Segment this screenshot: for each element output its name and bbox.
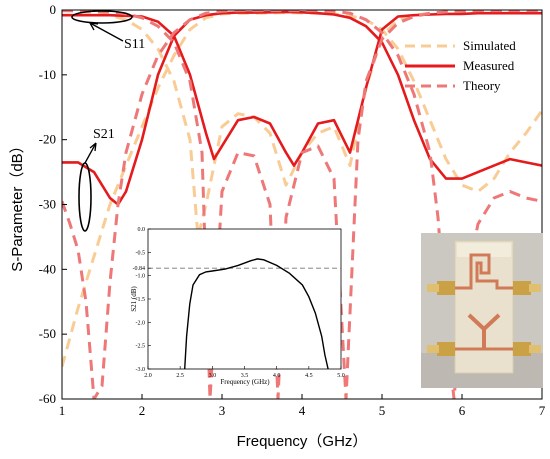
x-tick-label: 2 xyxy=(139,403,146,418)
series-theory-s11-line xyxy=(62,10,542,399)
s21-annotation: S21 xyxy=(78,127,115,232)
x-axis-title: Frequency（GHz） xyxy=(237,433,368,450)
y-tick-label: -10 xyxy=(39,67,56,82)
legend-label-theory: Theory xyxy=(463,78,501,93)
s11-arrowhead xyxy=(89,22,99,31)
s21-ellipse xyxy=(78,162,92,232)
y-tick-label: 0 xyxy=(50,2,57,17)
s11-pointer-line xyxy=(89,22,124,42)
series-measured-s11-line xyxy=(62,11,542,167)
inset-y-tick-label: -0.5 xyxy=(136,250,146,256)
inset-y-title: S21 (dB) xyxy=(130,286,138,312)
legend-label-simulated: Simulated xyxy=(463,38,516,53)
x-tick-label: 6 xyxy=(459,403,466,418)
main-plot-series xyxy=(62,10,542,399)
inset-x-tick-label: 5.0 xyxy=(337,373,345,379)
x-tick-label: 7 xyxy=(539,403,546,418)
x-tick-label: 3 xyxy=(219,403,226,418)
main-axis-ticks: 1 2 3 4 5 6 7 0 -10 -20 -30 -40 -50 -60 xyxy=(39,2,546,418)
inset-y-tick-label: -1.0 xyxy=(136,274,146,280)
s11-ellipse xyxy=(71,10,133,24)
inset-x-tick-label: 4.0 xyxy=(273,373,281,379)
inset-y-tick-label: -2.5 xyxy=(136,344,146,350)
inset-y-tick-label: -0.84 xyxy=(133,266,146,272)
inset-y-tick-label: 0.0 xyxy=(138,227,146,233)
s21-pointer-line xyxy=(84,142,97,164)
y-tick-label: -40 xyxy=(39,261,56,276)
inset-x-tick-label: 2.5 xyxy=(176,373,184,379)
inset-x-title: Frequency (GHz) xyxy=(220,378,270,386)
y-tick-label: -30 xyxy=(39,197,56,212)
x-tick-label: 4 xyxy=(299,403,306,418)
s11-annotation: S11 xyxy=(71,10,145,52)
filter-board-image xyxy=(421,233,543,388)
inset-series xyxy=(148,258,341,369)
s11-label: S11 xyxy=(124,37,145,52)
inset-x-tick-label: 3.5 xyxy=(241,373,249,379)
s21-label: S21 xyxy=(93,127,115,142)
inset-y-tick-label: -3.0 xyxy=(136,367,146,373)
y-tick-label: -50 xyxy=(39,326,56,341)
y-tick-label: -20 xyxy=(39,132,56,147)
inset-chart: 2.0 2.5 3.0 3.5 4.0 4.5 5.0 0.0 -0.5 -0.84 -1.0 -1.… xyxy=(130,227,345,386)
inset-series-s21-line xyxy=(184,258,329,369)
y-tick-label: -60 xyxy=(39,391,56,406)
inset-y-tick-label: -1.5 xyxy=(136,297,146,303)
device-photo xyxy=(421,233,543,388)
x-tick-label: 1 xyxy=(59,403,66,418)
inset-y-tick-label: -2.0 xyxy=(136,320,146,326)
inset-frame xyxy=(147,228,342,370)
y-axis-title: S-Parameter（dB） xyxy=(9,138,26,271)
inset-x-tick-label: 3.0 xyxy=(209,373,217,379)
x-tick-label: 5 xyxy=(379,403,386,418)
s21-arrowhead xyxy=(89,142,97,152)
inset-x-tick-label: 2.0 xyxy=(144,373,152,379)
inset-x-tick-label: 4.5 xyxy=(305,373,313,379)
legend-label-measured: Measured xyxy=(463,58,515,73)
inset-axis-ticks: 2.0 2.5 3.0 3.5 4.0 4.5 5.0 0.0 -0.5 -0.84 -1.0 -1.… xyxy=(133,227,345,379)
legend: Simulated Measured Theory xyxy=(405,38,516,93)
